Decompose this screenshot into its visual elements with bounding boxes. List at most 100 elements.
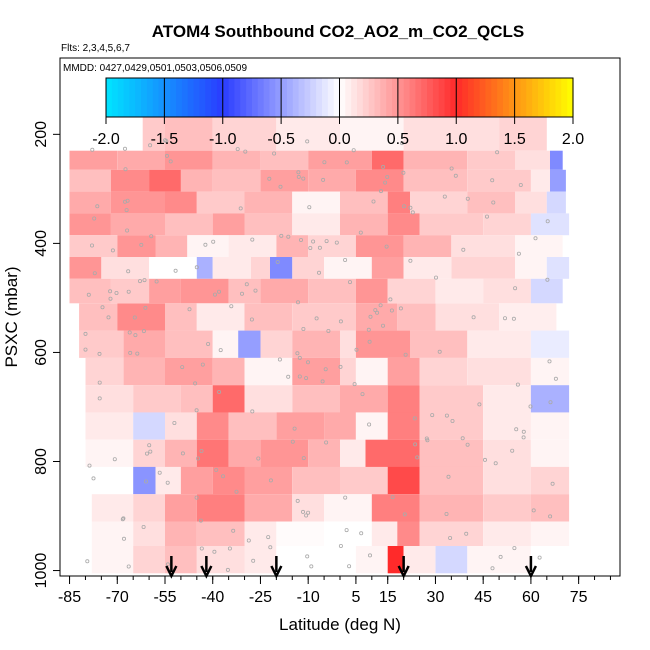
sample-point: [298, 237, 303, 242]
sample-point: [165, 480, 170, 485]
heat-cell: [403, 150, 468, 170]
sample-point: [126, 269, 131, 274]
colorbar-swatch: [520, 78, 527, 117]
y-tick-label: 800: [33, 448, 50, 475]
heat-cell: [276, 235, 309, 257]
sample-point: [359, 531, 364, 536]
heat-cell: [419, 494, 484, 522]
sample-point: [180, 451, 185, 456]
sample-point: [147, 443, 152, 448]
colorbar: -2.0 -1.5 -1.0 -0.5 0.0 0.5 1.0 1.5 2.0: [92, 77, 584, 148]
sample-point: [521, 429, 526, 434]
colorbar-swatch: [479, 78, 487, 117]
sample-point: [194, 495, 199, 500]
sample-point: [490, 566, 495, 571]
heat-cell: [196, 257, 213, 279]
colorbar-swatch: [117, 78, 125, 117]
colorbar-swatch: [339, 78, 346, 117]
sample-point: [266, 535, 271, 540]
colorbar-swatch: [397, 78, 405, 117]
heat-cell: [260, 278, 309, 304]
heat-cell: [340, 191, 388, 214]
sample-point: [194, 408, 199, 413]
sample-point: [453, 173, 458, 178]
heat-cell: [324, 521, 372, 546]
sample-point: [401, 170, 406, 175]
sample-point: [268, 545, 273, 550]
sample-point: [367, 422, 372, 427]
sample-point: [444, 413, 449, 418]
sample-point: [425, 438, 430, 443]
sample-point: [295, 300, 300, 305]
sample-point: [408, 205, 413, 210]
colorbar-swatch: [129, 78, 136, 117]
sample-point: [399, 141, 404, 146]
sample-point: [231, 528, 236, 533]
colorbar-swatch: [427, 78, 434, 117]
sample-point: [323, 367, 328, 372]
colorbar-swatch: [211, 78, 218, 117]
heat-cell: [244, 385, 293, 413]
sample-point: [278, 184, 283, 189]
heat-cell: [292, 385, 340, 413]
heat-cell: [419, 466, 484, 495]
heat-cell: [355, 235, 404, 257]
sample-point: [246, 538, 251, 543]
colorbar-swatch: [351, 78, 358, 117]
sample-point: [234, 489, 239, 494]
heat-cell: [324, 494, 372, 522]
sample-point: [90, 147, 95, 152]
sample-point: [444, 512, 449, 517]
heatmap-layer: [69, 115, 570, 574]
sample-point: [253, 288, 258, 293]
colorbar-tick-label: 1.5: [504, 131, 526, 148]
sample-point: [297, 374, 302, 379]
colorbar-swatch: [549, 78, 557, 117]
heat-cell: [69, 257, 102, 279]
sample-point: [510, 448, 515, 453]
heat-cell: [250, 257, 270, 279]
sample-point: [172, 420, 177, 425]
colorbar-swatch: [567, 78, 574, 117]
heat-cell: [123, 330, 165, 358]
sample-point: [545, 277, 550, 282]
sample-point: [430, 413, 435, 418]
heat-cell: [340, 330, 356, 358]
colorbar-swatch: [438, 78, 446, 117]
sample-point: [308, 245, 313, 250]
sample-point: [491, 200, 496, 205]
sample-point: [378, 189, 383, 194]
heat-cell: [419, 412, 484, 440]
heat-cell: [91, 494, 134, 522]
heat-cell: [292, 357, 340, 386]
sample-point: [464, 531, 469, 536]
sample-point: [300, 509, 305, 514]
sample-point: [297, 355, 302, 360]
sample-point: [203, 242, 208, 247]
sample-point: [390, 495, 395, 500]
heat-cell: [180, 169, 213, 192]
heat-cell: [165, 150, 213, 170]
colorbar-swatch: [502, 78, 510, 117]
colorbar-swatch: [304, 78, 311, 117]
sample-point: [482, 457, 487, 462]
colorbar-swatch: [374, 78, 381, 117]
heat-cell: [149, 169, 181, 192]
sample-point: [373, 308, 378, 313]
heat-cell: [165, 439, 197, 467]
sample-point: [144, 451, 149, 456]
x-tick-label: -85: [58, 589, 81, 606]
sample-point: [212, 549, 217, 554]
sample-point: [91, 476, 96, 481]
heat-cell: [260, 439, 309, 467]
sample-point: [304, 513, 309, 518]
heat-cell: [270, 257, 293, 279]
heat-cell: [196, 546, 245, 574]
sample-point: [384, 244, 389, 249]
heat-cell: [546, 191, 566, 214]
heat-cell: [308, 169, 356, 192]
heat-cell: [292, 257, 325, 279]
colorbar-swatch: [170, 78, 177, 117]
heat-cell: [340, 466, 388, 495]
heat-cell: [419, 521, 484, 546]
